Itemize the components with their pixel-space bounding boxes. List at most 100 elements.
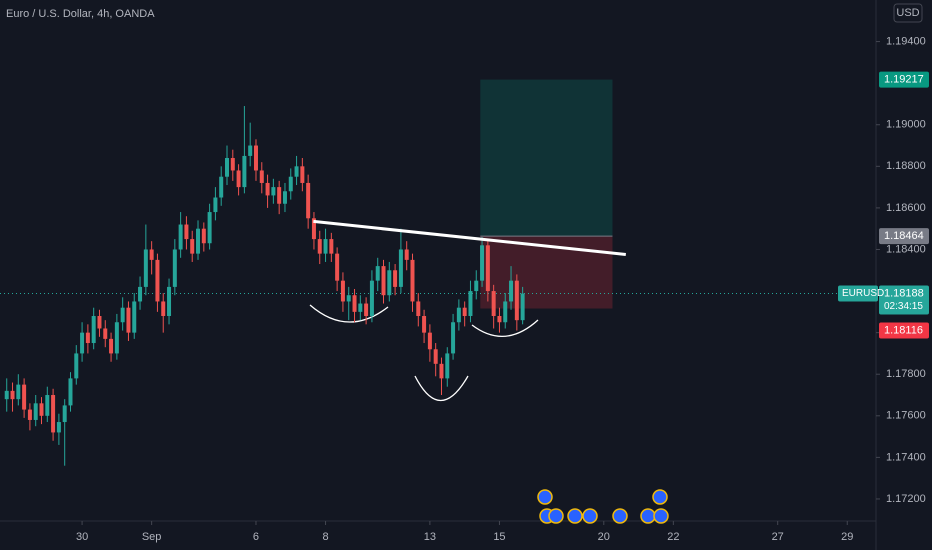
candle-body xyxy=(422,316,427,333)
head-curve xyxy=(414,375,469,402)
candle-body xyxy=(329,239,334,254)
candle-body xyxy=(520,293,525,321)
candle-body xyxy=(480,245,485,281)
event-icon[interactable] xyxy=(612,508,628,524)
y-tick-label: 1.17600 xyxy=(886,410,926,422)
y-tick-label: 1.17200 xyxy=(886,493,926,505)
candle-body xyxy=(277,187,282,204)
candle-body xyxy=(143,249,148,287)
event-icon[interactable] xyxy=(653,508,669,524)
candle-body xyxy=(132,301,137,333)
candle-body xyxy=(451,322,456,354)
event-icon[interactable] xyxy=(652,489,668,505)
candle-body xyxy=(74,353,79,379)
candle-body xyxy=(259,170,264,183)
stop-label: 1.18116 xyxy=(884,324,923,336)
chart-title: Euro / U.S. Dollar, 4h, OANDA xyxy=(6,8,155,20)
target-label-box xyxy=(879,71,929,88)
candle-body xyxy=(85,332,90,344)
candle-body xyxy=(404,249,409,260)
candle-body xyxy=(230,158,235,171)
candle-body xyxy=(242,155,247,188)
candle-body xyxy=(196,228,201,254)
event-icon[interactable] xyxy=(548,508,564,524)
y-tick-label: 1.19400 xyxy=(886,35,926,47)
candle-body xyxy=(497,316,502,323)
candle-body xyxy=(509,280,514,302)
candle-body xyxy=(253,145,258,171)
candle-body xyxy=(311,218,316,240)
candle-body xyxy=(201,228,206,244)
candle-body xyxy=(503,301,508,323)
candle-body xyxy=(236,170,241,188)
candle-body xyxy=(184,224,189,240)
candle-body xyxy=(468,291,473,317)
candle-body xyxy=(300,166,305,183)
candle-body xyxy=(485,245,490,292)
candle-body xyxy=(178,224,183,250)
event-icon[interactable] xyxy=(582,508,598,524)
event-icon[interactable] xyxy=(537,489,553,505)
candle-body xyxy=(369,280,374,317)
candle-body xyxy=(80,332,85,354)
x-tick-label: 30 xyxy=(76,531,88,543)
y-tick-label: 1.17800 xyxy=(886,368,926,380)
candle-body xyxy=(346,295,351,302)
candle-body xyxy=(167,286,172,317)
candle-body xyxy=(514,280,519,321)
candle-body xyxy=(91,316,96,344)
candle-body xyxy=(248,145,253,156)
stop-zone xyxy=(480,236,613,309)
candle-body xyxy=(335,253,340,281)
x-tick-label: 29 xyxy=(841,531,853,543)
event-icons xyxy=(537,489,669,524)
y-tick-label: 1.18800 xyxy=(886,160,926,172)
candle-body xyxy=(22,384,27,410)
target-zone xyxy=(480,79,613,237)
candle-body xyxy=(120,307,125,323)
candle-body xyxy=(190,239,195,254)
candle-body xyxy=(103,328,108,339)
candle-body xyxy=(323,239,328,254)
y-tick-label: 1.18600 xyxy=(886,202,926,214)
candle-body xyxy=(45,395,50,416)
entry-label: 1.18464 xyxy=(884,230,924,242)
candle-body xyxy=(161,301,166,317)
neckline xyxy=(313,219,626,256)
x-tick-label: Sep xyxy=(142,531,162,543)
x-tick-label: 8 xyxy=(322,531,328,543)
candle-body xyxy=(138,286,143,302)
currency: USD xyxy=(896,7,919,19)
candle-body xyxy=(4,390,9,400)
candle-body xyxy=(10,390,15,400)
candle-body xyxy=(109,338,114,354)
candle-body xyxy=(381,266,386,296)
candle-body xyxy=(416,301,421,317)
candle-body xyxy=(114,322,119,354)
y-tick-label: 1.19000 xyxy=(886,119,926,131)
event-icon[interactable] xyxy=(567,508,583,524)
currency-box[interactable] xyxy=(893,3,923,23)
candle-body xyxy=(282,191,287,204)
event-icon[interactable] xyxy=(640,508,656,524)
x-tick-label: 6 xyxy=(253,531,259,543)
candle-body xyxy=(288,176,293,192)
last-price-label: 1.18188 xyxy=(884,287,924,299)
candle-body xyxy=(68,378,73,406)
candle-body xyxy=(126,307,131,333)
candle-body xyxy=(294,166,299,177)
candle-body xyxy=(456,307,461,323)
candle-body xyxy=(219,176,224,198)
candle-body xyxy=(474,280,479,292)
candle-body xyxy=(306,182,311,219)
candle-body xyxy=(439,363,444,379)
x-tick-label: 22 xyxy=(667,531,679,543)
candle-body xyxy=(224,158,229,177)
candle-body xyxy=(97,316,102,329)
plot xyxy=(0,79,876,466)
candle-body xyxy=(207,212,212,244)
candle-body xyxy=(149,249,154,260)
x-tick-label: 27 xyxy=(772,531,784,543)
y-tick-label: 1.17400 xyxy=(886,451,926,463)
target-label: 1.19217 xyxy=(884,74,924,86)
